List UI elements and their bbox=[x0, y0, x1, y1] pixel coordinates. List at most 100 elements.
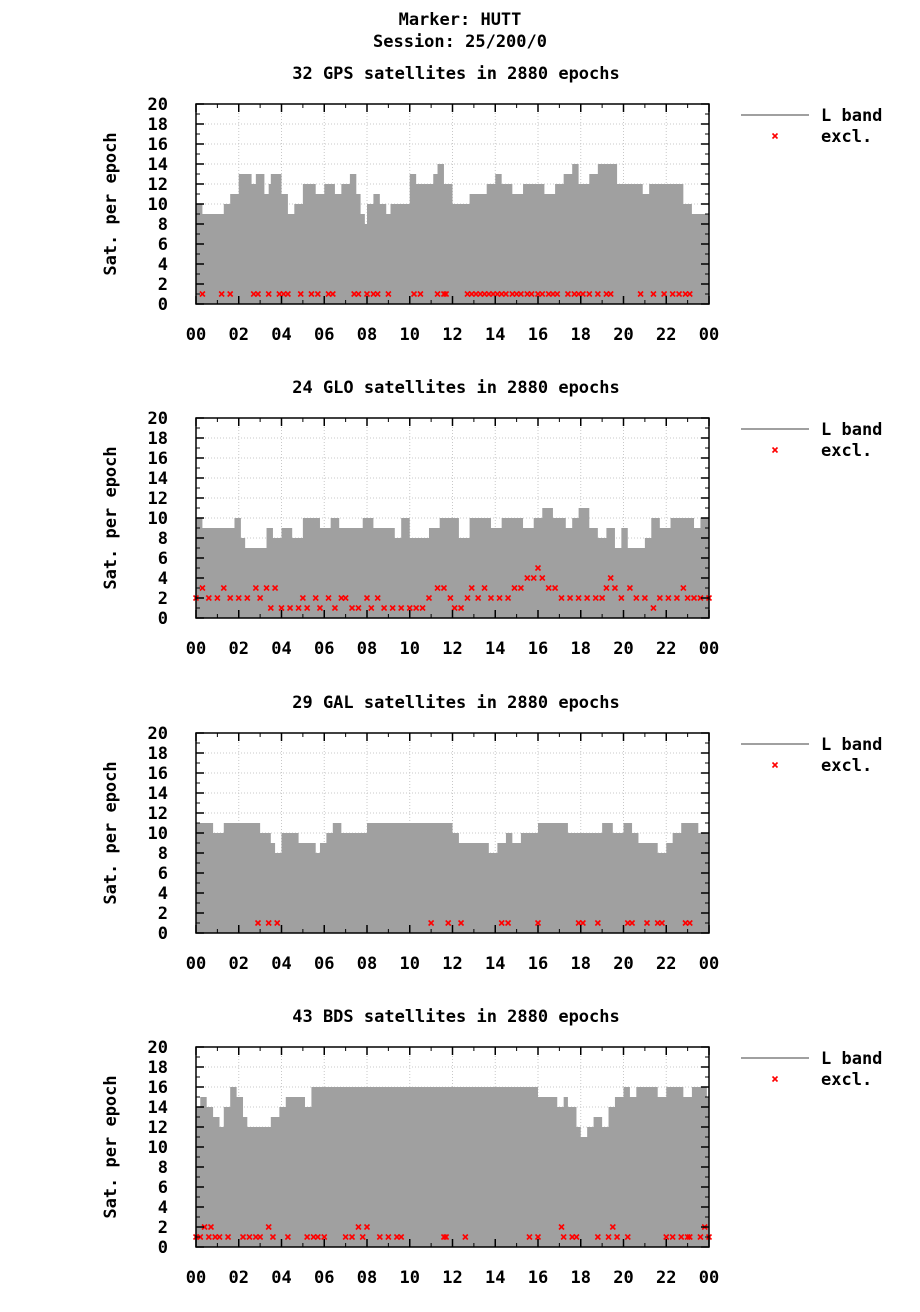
excluded-markers bbox=[254, 919, 693, 927]
l-band-area bbox=[196, 164, 709, 304]
x-axis: 00 02 04 06 08 10 12 14 16 18 20 22 00 bbox=[186, 104, 719, 345]
excluded-point bbox=[680, 584, 687, 592]
excluded-point bbox=[381, 604, 388, 612]
excluded-markers bbox=[199, 290, 693, 298]
marker-stroke bbox=[643, 919, 651, 927]
legend-excl-label: excl. bbox=[821, 1070, 872, 1090]
x-tick-label: 22 bbox=[656, 1268, 676, 1288]
excluded-point bbox=[690, 594, 698, 602]
y-tick-label: 8 bbox=[158, 844, 168, 864]
x-tick-label: 14 bbox=[485, 1268, 505, 1288]
legend-excl-label: excl. bbox=[821, 127, 872, 147]
marker-stroke bbox=[359, 1233, 366, 1241]
marker-stroke bbox=[468, 584, 475, 592]
legend-l-band-label: L band bbox=[821, 1049, 882, 1069]
x-tick-label: 00 bbox=[699, 954, 719, 974]
excluded-point bbox=[524, 574, 531, 582]
marker-stroke bbox=[586, 290, 593, 298]
marker-stroke bbox=[605, 1233, 612, 1241]
marker-stroke bbox=[539, 290, 546, 298]
excluded-point bbox=[684, 594, 691, 602]
excluded-point bbox=[594, 1233, 601, 1241]
excluded-point bbox=[633, 594, 640, 602]
marker-stroke bbox=[633, 594, 640, 602]
marker-stroke bbox=[224, 1233, 232, 1241]
marker-stroke bbox=[545, 584, 552, 592]
y-tick-label: 4 bbox=[158, 884, 168, 904]
marker-stroke bbox=[244, 594, 251, 602]
legend-marker-swatch bbox=[771, 132, 779, 140]
marker-stroke bbox=[594, 1233, 601, 1241]
excluded-point bbox=[614, 1233, 621, 1241]
marker-stroke bbox=[443, 290, 450, 298]
y-tick-label: 18 bbox=[148, 429, 168, 449]
excluded-point bbox=[609, 1223, 616, 1231]
excluded-point bbox=[560, 1233, 567, 1241]
x-tick-label: 14 bbox=[485, 325, 505, 345]
x-tick-label: 06 bbox=[314, 954, 334, 974]
marker-stroke bbox=[304, 604, 311, 612]
excluded-point bbox=[637, 290, 644, 298]
y-tick-label: 2 bbox=[158, 1218, 168, 1238]
marker-stroke bbox=[451, 604, 458, 612]
marker-stroke bbox=[363, 290, 371, 298]
excluded-point bbox=[641, 594, 648, 602]
marker-stroke bbox=[419, 604, 426, 612]
excluded-point bbox=[434, 584, 441, 592]
marker-stroke bbox=[254, 290, 262, 298]
marker-stroke bbox=[355, 1223, 362, 1231]
excluded-point bbox=[496, 594, 503, 602]
excluded-point bbox=[579, 290, 586, 298]
marker-stroke bbox=[686, 290, 693, 298]
excluded-point bbox=[325, 594, 332, 602]
excluded-point bbox=[626, 584, 633, 592]
excluded-point bbox=[267, 604, 274, 612]
x-tick-label: 16 bbox=[528, 954, 548, 974]
excluded-point bbox=[265, 919, 272, 927]
marker-stroke bbox=[560, 1233, 567, 1241]
marker-stroke bbox=[564, 290, 571, 298]
excluded-point bbox=[526, 1233, 533, 1241]
excluded-point bbox=[205, 594, 212, 602]
marker-stroke bbox=[686, 1233, 693, 1241]
marker-stroke bbox=[447, 594, 454, 602]
marker-stroke bbox=[235, 594, 242, 602]
l-band-area bbox=[196, 508, 709, 618]
excluded-point bbox=[558, 1223, 565, 1231]
x-tick-label: 20 bbox=[613, 325, 633, 345]
excluded-markers bbox=[192, 1223, 713, 1241]
excluded-point bbox=[464, 594, 471, 602]
y-tick-label: 4 bbox=[158, 255, 168, 275]
marker-stroke bbox=[252, 584, 259, 592]
excluded-point bbox=[406, 604, 413, 612]
marker-stroke bbox=[530, 574, 537, 582]
x-tick-label: 16 bbox=[528, 325, 548, 345]
marker-stroke bbox=[607, 290, 614, 298]
y-tick-label: 20 bbox=[148, 95, 168, 115]
marker-stroke bbox=[573, 1233, 580, 1241]
marker-stroke bbox=[201, 1223, 208, 1231]
y-tick-label: 16 bbox=[148, 135, 168, 155]
y-tick-label: 0 bbox=[158, 609, 168, 629]
marker-stroke bbox=[579, 290, 586, 298]
marker-stroke bbox=[658, 919, 666, 927]
marker-stroke bbox=[295, 604, 302, 612]
excluded-point bbox=[246, 1233, 253, 1241]
marker-stroke bbox=[363, 594, 371, 602]
excluded-point bbox=[573, 1233, 580, 1241]
x-tick-label: 00 bbox=[699, 639, 719, 659]
excluded-point bbox=[227, 290, 234, 298]
marker-stroke bbox=[263, 584, 270, 592]
y-tick-label: 0 bbox=[158, 1238, 168, 1258]
excluded-point bbox=[669, 1233, 676, 1241]
x-tick-label: 02 bbox=[229, 639, 249, 659]
excluded-point bbox=[359, 1233, 366, 1241]
marker-stroke bbox=[445, 919, 452, 927]
y-tick-label: 18 bbox=[148, 744, 168, 764]
excluded-point bbox=[554, 290, 561, 298]
y-tick-label: 14 bbox=[148, 469, 168, 489]
marker-stroke bbox=[342, 594, 349, 602]
excluded-point bbox=[530, 574, 537, 582]
